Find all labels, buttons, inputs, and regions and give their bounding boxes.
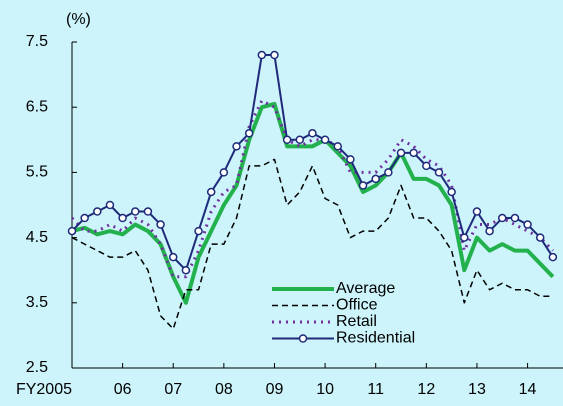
series-marker — [346, 155, 355, 164]
series-marker — [308, 129, 317, 138]
series-marker — [181, 265, 191, 275]
x-tick-label: FY2005 — [16, 381, 72, 398]
x-tick-label: 10 — [316, 381, 334, 398]
series-marker — [498, 213, 507, 223]
series-marker — [105, 200, 115, 210]
y-tick-label: 3.5 — [26, 294, 48, 311]
legend-label: Residential — [336, 330, 415, 347]
legend-label: Average — [336, 280, 395, 297]
x-tick-label: 12 — [417, 381, 435, 398]
series-marker — [320, 135, 330, 145]
series-line — [70, 99, 554, 279]
x-tick-label: 06 — [114, 381, 132, 398]
series-line — [71, 54, 554, 272]
legend-marker — [298, 334, 308, 343]
y-tick-label: 2.5 — [26, 359, 48, 376]
series-line — [71, 101, 555, 305]
legend-label: Office — [336, 297, 378, 314]
series-marker — [282, 135, 292, 145]
x-tick-label: 11 — [367, 381, 384, 398]
x-tick-label: 09 — [266, 381, 284, 398]
series-marker — [485, 226, 494, 236]
series-marker — [194, 226, 203, 236]
series-marker — [219, 168, 229, 177]
series-marker — [206, 187, 216, 197]
series-marker — [535, 233, 545, 242]
legend-label: Retail — [336, 313, 377, 330]
series-marker — [295, 135, 305, 145]
series-marker — [409, 148, 418, 158]
x-tick-label: 08 — [215, 381, 233, 398]
y-tick-label: 7.5 — [26, 33, 48, 50]
x-tick-label: 13 — [468, 381, 486, 398]
series-marker — [118, 213, 127, 223]
series-marker — [523, 220, 532, 229]
series-marker — [156, 220, 165, 229]
series-marker — [131, 207, 140, 216]
series-marker — [510, 213, 520, 223]
series-marker — [422, 161, 431, 171]
series-marker — [333, 142, 342, 151]
series-marker — [168, 252, 178, 262]
series-marker — [244, 129, 254, 138]
y-tick-label: 4.5 — [26, 229, 48, 246]
x-tick-label: 07 — [164, 381, 182, 398]
y-tick-label: 6.5 — [26, 98, 48, 115]
series-marker — [548, 252, 558, 262]
series-marker — [232, 142, 241, 151]
series-marker — [143, 207, 153, 216]
x-tick-label: 14 — [519, 381, 537, 398]
series-marker — [384, 168, 393, 177]
series-marker — [396, 148, 406, 158]
y-axis-label: (%) — [66, 11, 91, 28]
series-marker — [447, 187, 456, 197]
series-marker — [358, 181, 368, 190]
series-marker — [472, 207, 482, 216]
series-marker — [371, 174, 380, 184]
series-marker — [80, 213, 89, 223]
series-marker — [270, 50, 279, 60]
y-tick-label: 5.5 — [26, 164, 48, 181]
series-marker — [460, 233, 469, 242]
series-marker — [67, 226, 77, 236]
series-marker — [434, 168, 444, 177]
series-marker — [93, 207, 102, 216]
series-marker — [257, 50, 267, 60]
